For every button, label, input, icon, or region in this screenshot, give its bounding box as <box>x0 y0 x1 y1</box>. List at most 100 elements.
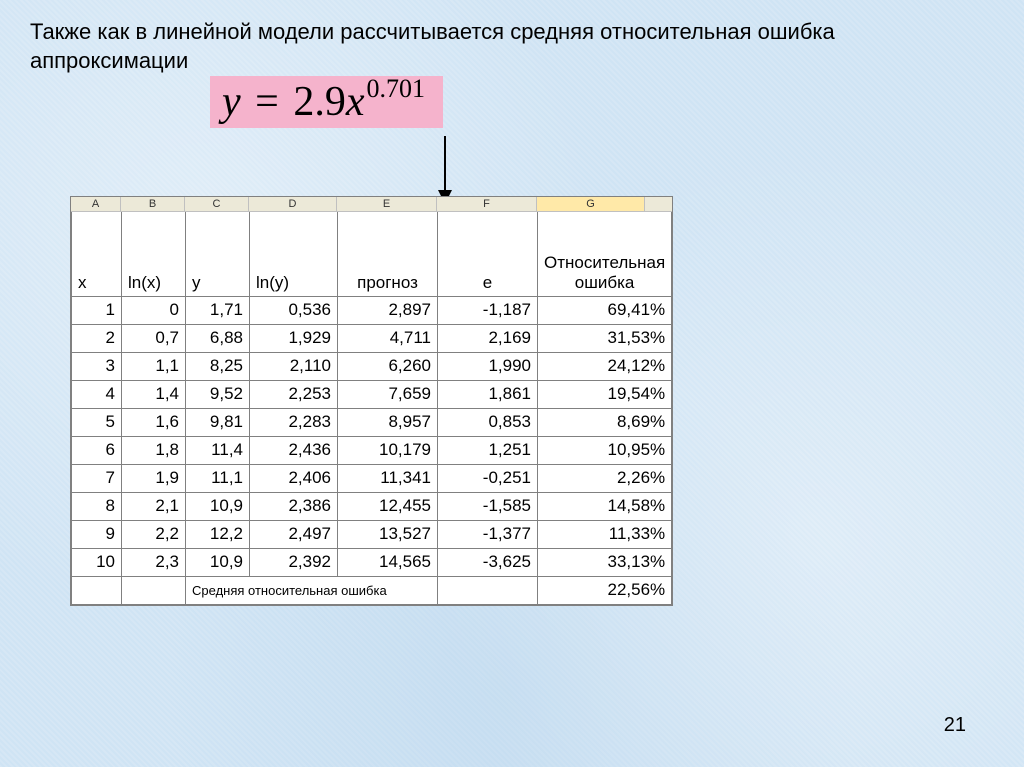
cell-forecast: 6,260 <box>338 352 438 380</box>
cell-lny: 0,536 <box>250 296 338 324</box>
intro-text: Также как в линейной модели рассчитывает… <box>30 18 930 75</box>
cell-lnx: 2,2 <box>122 520 186 548</box>
cell-e: 1,990 <box>438 352 538 380</box>
cell-x: 2 <box>72 324 122 352</box>
cell-y: 1,71 <box>186 296 250 324</box>
cell-lnx: 1,8 <box>122 436 186 464</box>
cell-lny: 2,386 <box>250 492 338 520</box>
empty-cell <box>438 576 538 604</box>
cell-forecast: 12,455 <box>338 492 438 520</box>
table-row: 92,212,22,49713,527-1,37711,33% <box>72 520 672 548</box>
summary-row: Средняя относительная ошибка 22,56% <box>72 576 672 604</box>
intro-line2: аппроксимации <box>30 48 188 73</box>
cell-x: 3 <box>72 352 122 380</box>
cell-e: 0,853 <box>438 408 538 436</box>
col-letter: B <box>121 197 185 211</box>
cell-lny: 2,406 <box>250 464 338 492</box>
spreadsheet: A B C D E F G x ln(x) y ln(y) прогноз e … <box>70 196 673 606</box>
cell-relerr: 24,12% <box>538 352 672 380</box>
cell-lnx: 1,6 <box>122 408 186 436</box>
table-row: 101,710,5362,897-1,18769,41% <box>72 296 672 324</box>
col-letter: A <box>71 197 121 211</box>
table-row: 20,76,881,9294,7112,16931,53% <box>72 324 672 352</box>
formula-exp: 0.701 <box>367 74 426 103</box>
cell-relerr: 2,26% <box>538 464 672 492</box>
cell-x: 1 <box>72 296 122 324</box>
formula-lhs: y <box>222 79 241 125</box>
cell-x: 6 <box>72 436 122 464</box>
cell-lnx: 0 <box>122 296 186 324</box>
cell-lny: 2,497 <box>250 520 338 548</box>
cell-forecast: 8,957 <box>338 408 438 436</box>
header-forecast: прогноз <box>338 212 438 296</box>
col-letter: G <box>537 197 645 211</box>
table-row: 61,811,42,43610,1791,25110,95% <box>72 436 672 464</box>
page-number: 21 <box>944 714 966 737</box>
col-letter: C <box>185 197 249 211</box>
col-letter: E <box>337 197 437 211</box>
cell-lny: 2,436 <box>250 436 338 464</box>
cell-forecast: 14,565 <box>338 548 438 576</box>
empty-cell <box>72 576 122 604</box>
cell-forecast: 2,897 <box>338 296 438 324</box>
cell-forecast: 4,711 <box>338 324 438 352</box>
cell-x: 10 <box>72 548 122 576</box>
cell-relerr: 14,58% <box>538 492 672 520</box>
cell-x: 4 <box>72 380 122 408</box>
cell-lny: 2,392 <box>250 548 338 576</box>
cell-e: 2,169 <box>438 324 538 352</box>
cell-relerr: 19,54% <box>538 380 672 408</box>
cell-lnx: 1,4 <box>122 380 186 408</box>
cell-lnx: 1,1 <box>122 352 186 380</box>
col-letter: F <box>437 197 537 211</box>
formula-coef: 2.9 <box>293 79 346 125</box>
cell-relerr: 10,95% <box>538 436 672 464</box>
summary-value: 22,56% <box>538 576 672 604</box>
header-row: x ln(x) y ln(y) прогноз e Относительная … <box>72 212 672 296</box>
formula-box: y = 2.9x0.701 <box>210 76 443 128</box>
cell-e: -1,187 <box>438 296 538 324</box>
cell-x: 5 <box>72 408 122 436</box>
data-table: x ln(x) y ln(y) прогноз e Относительная … <box>71 212 672 605</box>
cell-forecast: 11,341 <box>338 464 438 492</box>
cell-x: 9 <box>72 520 122 548</box>
intro-line1: Также как в линейной модели рассчитывает… <box>30 19 835 44</box>
cell-lny: 2,283 <box>250 408 338 436</box>
header-x: x <box>72 212 122 296</box>
table-row: 31,18,252,1106,2601,99024,12% <box>72 352 672 380</box>
table-row: 82,110,92,38612,455-1,58514,58% <box>72 492 672 520</box>
cell-relerr: 69,41% <box>538 296 672 324</box>
summary-label: Средняя относительная ошибка <box>186 576 438 604</box>
header-lnx: ln(x) <box>122 212 186 296</box>
cell-forecast: 13,527 <box>338 520 438 548</box>
header-y: y <box>186 212 250 296</box>
cell-e: -1,585 <box>438 492 538 520</box>
cell-y: 11,1 <box>186 464 250 492</box>
cell-e: -3,625 <box>438 548 538 576</box>
cell-y: 11,4 <box>186 436 250 464</box>
cell-e: 1,861 <box>438 380 538 408</box>
cell-lnx: 1,9 <box>122 464 186 492</box>
cell-lnx: 0,7 <box>122 324 186 352</box>
cell-y: 8,25 <box>186 352 250 380</box>
cell-y: 9,52 <box>186 380 250 408</box>
cell-y: 12,2 <box>186 520 250 548</box>
cell-y: 6,88 <box>186 324 250 352</box>
cell-x: 8 <box>72 492 122 520</box>
cell-relerr: 33,13% <box>538 548 672 576</box>
table-row: 51,69,812,2838,9570,8538,69% <box>72 408 672 436</box>
header-relerr: Относительная ошибка <box>538 212 672 296</box>
cell-e: -1,377 <box>438 520 538 548</box>
cell-lny: 2,110 <box>250 352 338 380</box>
cell-lny: 2,253 <box>250 380 338 408</box>
cell-y: 10,9 <box>186 492 250 520</box>
cell-forecast: 7,659 <box>338 380 438 408</box>
cell-y: 9,81 <box>186 408 250 436</box>
cell-e: 1,251 <box>438 436 538 464</box>
cell-lnx: 2,3 <box>122 548 186 576</box>
cell-e: -0,251 <box>438 464 538 492</box>
table-row: 71,911,12,40611,341-0,2512,26% <box>72 464 672 492</box>
cell-forecast: 10,179 <box>338 436 438 464</box>
cell-x: 7 <box>72 464 122 492</box>
cell-y: 10,9 <box>186 548 250 576</box>
